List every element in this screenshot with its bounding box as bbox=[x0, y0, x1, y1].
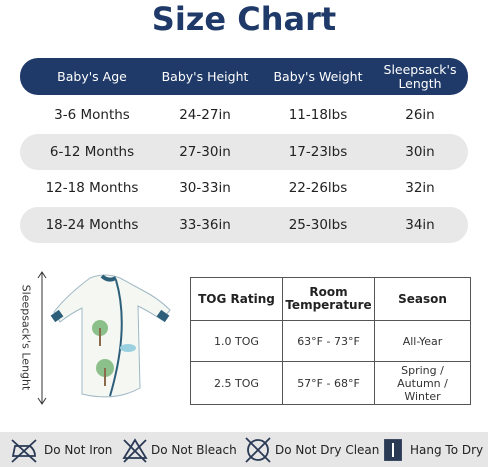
size-header: Baby's Age Baby's Height Baby's Weight Slee… bbox=[20, 58, 468, 95]
tog-header: Room Temperature bbox=[283, 278, 375, 321]
row-background bbox=[20, 206, 468, 243]
care-label: Hang To Dry bbox=[410, 443, 484, 457]
size-cell: 27-30in bbox=[179, 143, 231, 160]
footer: Do Not Iron Do Not Bleach Do Not Dry Clean… bbox=[0, 432, 488, 467]
care-icons bbox=[11, 437, 402, 463]
size-cell: 25-30lbs bbox=[288, 216, 348, 233]
size-cell: 12-18 Months bbox=[45, 180, 139, 196]
size-cell: 30-33in bbox=[179, 180, 231, 196]
title: Size Chart bbox=[151, 0, 337, 38]
size-cell: 18-24 Months bbox=[45, 216, 139, 233]
size-cell: 34in bbox=[405, 216, 435, 233]
header-cell: Baby's Weight bbox=[273, 68, 363, 84]
header-cell: Sleepsack's Length bbox=[383, 61, 457, 91]
tog-cell: 57°F - 68°F bbox=[283, 362, 375, 405]
size-cell: 24-27in bbox=[179, 107, 231, 123]
side-label: Sleepsack's Lenght bbox=[19, 284, 33, 391]
size-cell: 26in bbox=[405, 107, 435, 123]
row-background bbox=[20, 133, 468, 170]
tog-cell: 1.0 TOG bbox=[191, 321, 283, 362]
size-cell: 11-18lbs bbox=[288, 107, 348, 123]
size-cell: 17-23lbs bbox=[288, 143, 348, 160]
care-label: Do Not Dry Clean bbox=[275, 443, 380, 457]
care-label: Do Not Iron bbox=[44, 443, 113, 457]
size-cell: 3-6 Months bbox=[54, 107, 130, 123]
tog-header: Season bbox=[375, 278, 471, 321]
tog-cell: 63°F - 73°F bbox=[283, 321, 375, 362]
size-cell: 22-26lbs bbox=[288, 180, 348, 196]
illustration bbox=[37, 271, 171, 405]
tog-cell: 2.5 TOG bbox=[191, 362, 283, 405]
header-cell: Baby's Height bbox=[161, 68, 249, 84]
tog-cell: Spring / Autumn / Winter bbox=[375, 362, 471, 405]
tog-cell: All-Year bbox=[375, 321, 471, 362]
size-cell: 6-12 Months bbox=[49, 143, 135, 160]
size-cell: 30in bbox=[405, 143, 435, 160]
tog-header: TOG Rating bbox=[191, 278, 283, 321]
tog-table: TOG Rating Room Temperature Season 1.0 TOG 6… bbox=[190, 277, 471, 405]
header-cell: Baby's Age bbox=[57, 68, 127, 84]
care-label: Do Not Bleach bbox=[151, 443, 237, 457]
size-cell: 33-36in bbox=[179, 216, 231, 233]
size-cell: 32in bbox=[405, 180, 435, 196]
